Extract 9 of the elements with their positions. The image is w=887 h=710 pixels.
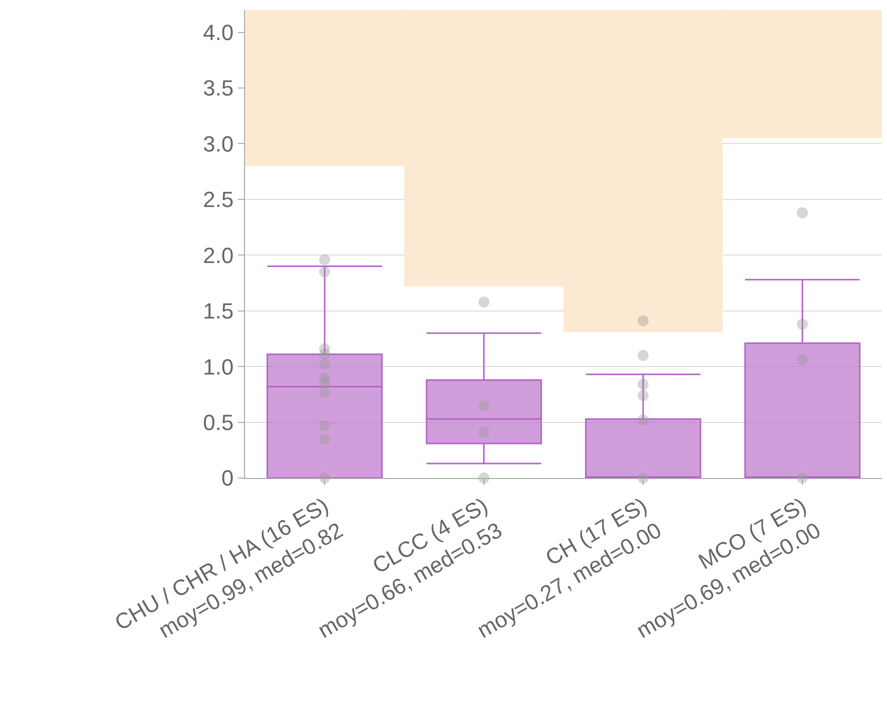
- y-tick-label: 2.5: [203, 187, 234, 212]
- y-tick-label: 2.0: [203, 242, 234, 268]
- y-tick-label: 3.0: [203, 131, 234, 156]
- y-tick-label: 4.0: [203, 20, 234, 45]
- y-tick-label: 0.5: [203, 410, 234, 435]
- y-tick-label: 1.0: [203, 354, 234, 380]
- y-tick-label: 3.5: [203, 76, 234, 101]
- y-tick-label: 1.5: [203, 298, 234, 324]
- y-tick-label: 0: [221, 466, 234, 491]
